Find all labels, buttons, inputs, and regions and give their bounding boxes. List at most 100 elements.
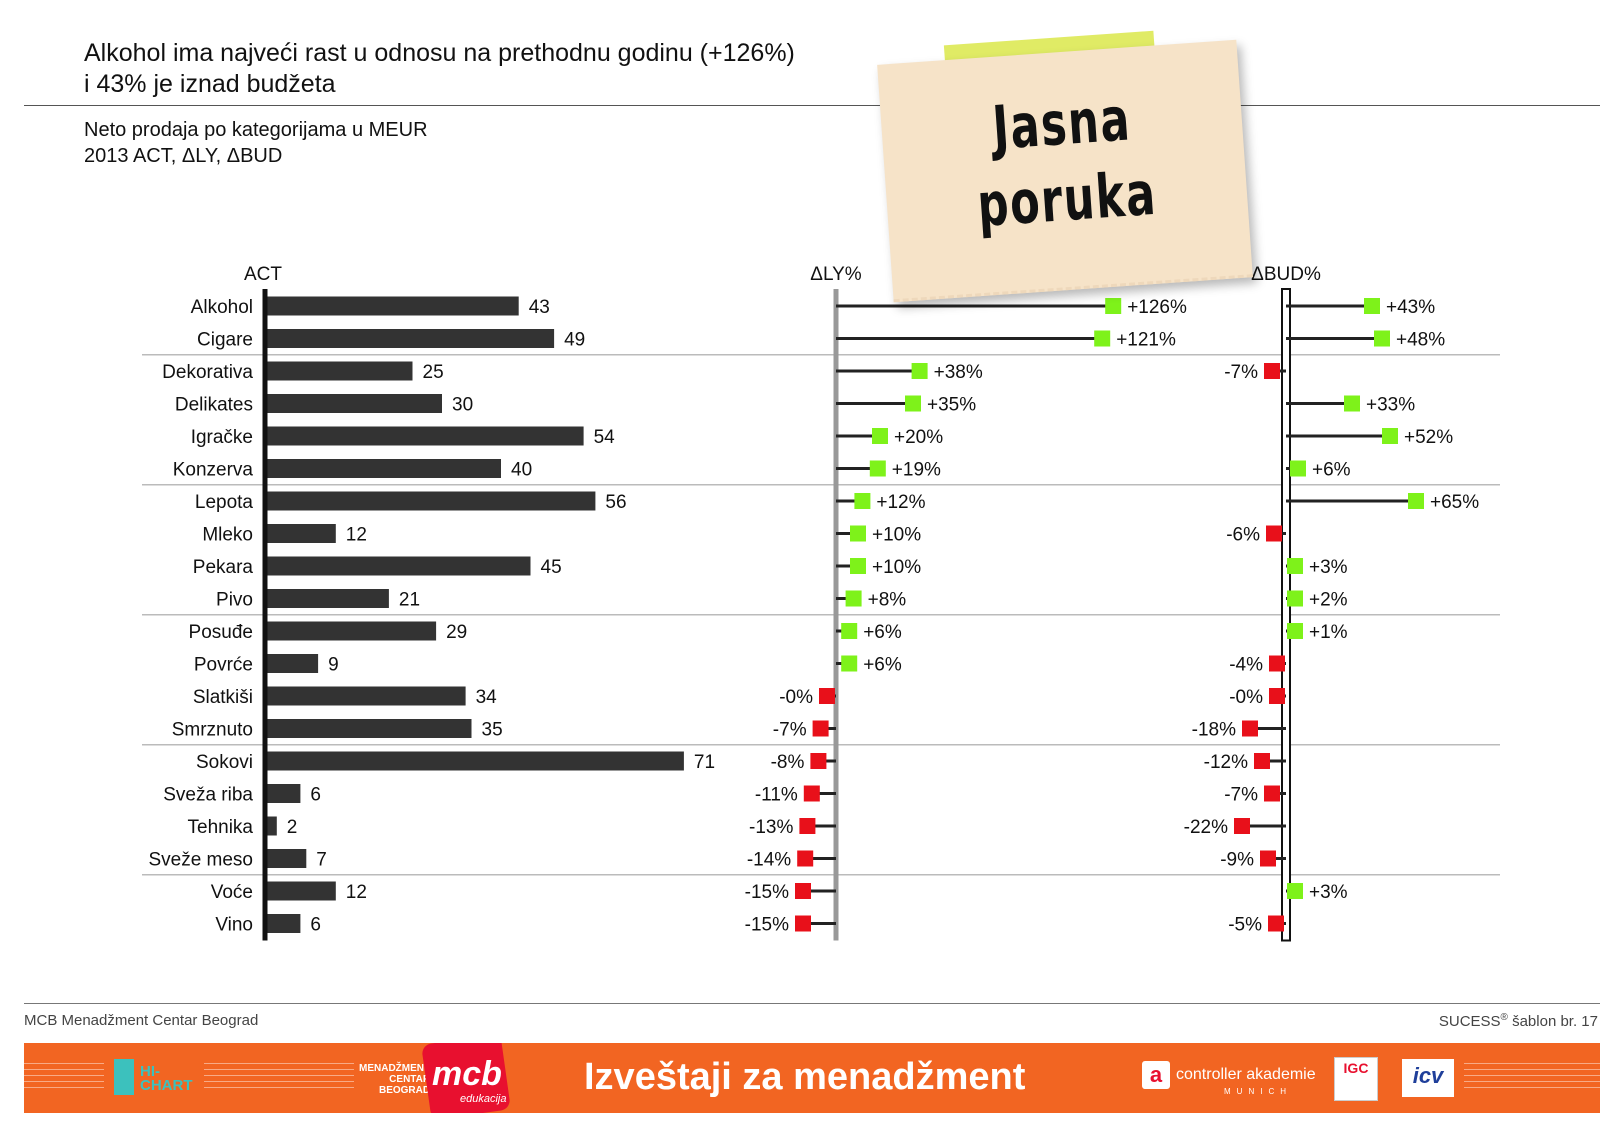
bud-value-label-cigare: +48%	[1396, 330, 1445, 351]
category-label-povrce: Povrće	[194, 655, 253, 676]
act-bar-smrznuto	[265, 719, 472, 738]
banner-stripes-mid	[204, 1063, 354, 1093]
act-value-label-voce: 12	[346, 882, 367, 903]
act-bar-lepota	[265, 491, 596, 511]
ly-value-label-cigare: +121%	[1116, 330, 1176, 351]
ly-marker-smrznuto	[812, 720, 829, 737]
bud-marker-cigare	[1374, 330, 1390, 347]
ly-value-label-sveza-riba: -11%	[755, 785, 798, 806]
act-value-label-delikates: 30	[452, 395, 473, 416]
category-label-delikates: Delikates	[175, 395, 253, 416]
bud-marker-smrznuto	[1242, 720, 1258, 737]
ly-value-label-delikates: +35%	[927, 395, 976, 416]
ly-marker-mleko	[850, 525, 866, 542]
act-bar-sveza-riba	[265, 784, 301, 803]
panel-header--ly-: ΔLY%	[810, 264, 862, 285]
ly-marker-igracke	[872, 428, 888, 444]
title-divider	[24, 105, 1600, 106]
category-label-tehnika: Tehnika	[188, 817, 254, 838]
category-label-igracke: Igračke	[191, 427, 253, 448]
bud-marker-lepota	[1408, 493, 1424, 509]
bud-value-label-lepota: +65%	[1430, 492, 1479, 513]
ly-value-label-sveze-meso: -14%	[747, 850, 791, 871]
ly-marker-delikates	[905, 395, 921, 412]
act-bar-delikates	[265, 394, 442, 413]
ly-value-label-igracke: +20%	[894, 427, 943, 448]
ly-axis	[833, 289, 839, 941]
footer-organization: MCB Menadžment Centar Beograd	[24, 1012, 259, 1029]
hichart-logo-text: HI- CHART	[140, 1063, 193, 1093]
bud-value-label-sveza-riba: -7%	[1224, 785, 1258, 806]
panel-header-act: ACT	[244, 264, 282, 285]
ly-marker-lepota	[854, 493, 871, 509]
bud-marker-vino	[1268, 915, 1284, 932]
act-value-label-slatkisi: 34	[476, 687, 498, 708]
bud-marker-povrce	[1269, 655, 1285, 672]
bud-value-label-igracke: +52%	[1404, 427, 1453, 448]
icv-logo: icv	[1402, 1059, 1454, 1097]
act-value-label-alkohol: 43	[529, 297, 550, 318]
bud-value-label-slatkisi: -0%	[1229, 687, 1263, 708]
footer-divider	[24, 1003, 1600, 1004]
act-value-label-posude: 29	[446, 622, 467, 643]
bud-marker-sokovi	[1254, 753, 1270, 769]
ly-value-label-tehnika: -13%	[749, 817, 793, 838]
bud-value-label-vino: -5%	[1228, 915, 1262, 936]
ly-value-label-pivo: +8%	[868, 590, 907, 611]
ly-marker-slatkisi	[819, 688, 835, 704]
mcb-line-2: CENTAR	[389, 1074, 431, 1085]
act-value-label-povrce: 9	[328, 655, 339, 676]
bud-marker-posude	[1287, 623, 1303, 639]
bud-marker-mleko	[1266, 525, 1282, 542]
act-value-label-pekara: 45	[541, 557, 562, 578]
footer-template-name: SUCESS	[1438, 1013, 1501, 1030]
banner-stripes-left	[24, 1063, 104, 1093]
act-value-label-igracke: 54	[594, 427, 616, 448]
bud-value-label-alkohol: +43%	[1386, 297, 1435, 318]
ly-value-label-voce: -15%	[745, 882, 789, 903]
bud-marker-tehnika	[1234, 818, 1250, 834]
ly-marker-alkohol	[1105, 298, 1122, 314]
subtitle-line-1: Neto prodaja po kategorijama u MEUR	[84, 119, 428, 141]
category-label-sveza-riba: Sveža riba	[163, 785, 253, 806]
category-label-alkohol: Alkohol	[191, 297, 253, 318]
mcb-line-1: MENADŽMENT	[359, 1063, 431, 1074]
chart-subtitle: Neto prodaja po kategorijama u MEUR 2013…	[84, 117, 428, 169]
ly-marker-tehnika	[799, 818, 816, 834]
icv-logo-text: icv	[1412, 1063, 1444, 1088]
hichart-line-1: HI-	[140, 1063, 160, 1080]
ly-value-label-sokovi: -8%	[771, 752, 805, 773]
act-value-label-pivo: 21	[399, 590, 420, 611]
act-bar-konzerva	[265, 459, 501, 478]
igc-logo: IGC	[1334, 1057, 1378, 1101]
bud-marker-konzerva	[1290, 460, 1306, 477]
ly-value-label-dekorativa: +38%	[934, 362, 983, 383]
banner-stripes-right	[1464, 1063, 1600, 1093]
ly-marker-dekorativa	[911, 363, 928, 379]
controller-akademie-city: MUNICH	[1224, 1087, 1292, 1096]
sticky-note-text: Jasna poruka	[930, 77, 1199, 247]
act-bar-pekara	[265, 556, 531, 576]
act-bar-cigare	[265, 329, 555, 348]
act-bar-pivo	[265, 589, 389, 608]
footer-template-number: šablon br. 17	[1507, 1013, 1598, 1030]
act-value-label-sokovi: 71	[694, 752, 715, 773]
subtitle-line-2: 2013 ACT, ΔLY, ΔBUD	[84, 145, 283, 167]
panel-header--bud-: ΔBUD%	[1251, 264, 1321, 285]
act-value-label-smrznuto: 35	[482, 720, 503, 741]
controller-akademie-logo: controller akademie	[1176, 1066, 1316, 1083]
act-bar-sveze-meso	[265, 849, 307, 868]
act-bar-tehnika	[265, 816, 277, 836]
bud-marker-pivo	[1287, 590, 1303, 607]
category-label-sokovi: Sokovi	[196, 752, 253, 773]
ly-marker-konzerva	[869, 460, 886, 477]
ly-value-label-slatkisi: -0%	[779, 687, 813, 708]
act-bar-mleko	[265, 524, 336, 543]
bud-value-label-mleko: -6%	[1226, 525, 1260, 546]
igc-logo-text: IGC	[1343, 1060, 1369, 1076]
bud-marker-alkohol	[1364, 298, 1380, 314]
bud-marker-slatkisi	[1269, 688, 1285, 704]
variance-chart: ACT ΔLY% ΔBUD% Alkohol 43 Cigare 49 Dekorativa 2…	[142, 264, 1500, 942]
act-bar-dekorativa	[265, 361, 413, 381]
act-value-label-mleko: 12	[346, 525, 367, 546]
